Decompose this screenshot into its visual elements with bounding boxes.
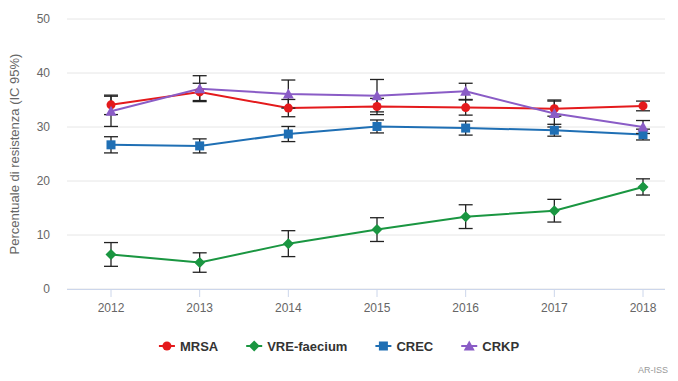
error-bar xyxy=(459,83,473,99)
x-tick xyxy=(288,289,289,297)
y-tick-label: 20 xyxy=(37,174,51,188)
error-bar xyxy=(547,100,561,127)
data-point[interactable] xyxy=(638,181,649,192)
legend-item[interactable]: CRKP xyxy=(461,339,519,354)
x-tick-label: 2014 xyxy=(275,301,302,315)
error-bar xyxy=(104,96,118,126)
error-bar xyxy=(636,101,650,111)
error-bar xyxy=(193,76,207,102)
data-point[interactable] xyxy=(638,122,649,132)
y-tick-label: 10 xyxy=(37,228,51,242)
legend-item[interactable]: VRE-faecium xyxy=(246,339,347,354)
legend-symbol xyxy=(464,341,475,351)
legend-symbol xyxy=(249,341,260,352)
data-point[interactable] xyxy=(460,86,471,96)
chart: 0 10 20 30 40 50 2012 2013 2014 2015 2016 2017 2018 P… xyxy=(0,0,678,381)
data-point[interactable] xyxy=(106,106,117,116)
data-point[interactable] xyxy=(372,90,383,100)
error-bar xyxy=(459,205,473,229)
x-tick-label: 2012 xyxy=(98,301,125,315)
data-point[interactable] xyxy=(373,122,382,131)
legend-label: MRSA xyxy=(180,339,219,354)
data-point[interactable] xyxy=(107,140,116,149)
data-point[interactable] xyxy=(373,102,382,111)
grid-line xyxy=(67,289,665,290)
error-bar xyxy=(547,124,561,136)
data-point[interactable] xyxy=(194,257,205,268)
error-bar xyxy=(459,100,473,115)
y-axis-label: Percentuale di resistenza (IC 95%) xyxy=(7,54,22,255)
data-point[interactable] xyxy=(460,211,471,222)
data-point[interactable] xyxy=(194,83,205,93)
data-point[interactable] xyxy=(284,104,293,113)
grid-line xyxy=(67,73,665,74)
error-bar xyxy=(370,218,384,242)
legend-label: CRKP xyxy=(482,339,519,354)
error-bar xyxy=(370,120,384,133)
grid-line xyxy=(67,181,665,182)
x-tick xyxy=(643,289,644,297)
data-point[interactable] xyxy=(461,103,470,112)
error-bar xyxy=(636,179,650,195)
data-point[interactable] xyxy=(283,89,294,99)
x-tick-label: 2013 xyxy=(186,301,213,315)
data-point[interactable] xyxy=(284,130,293,139)
data-point[interactable] xyxy=(549,108,560,118)
x-tick-label: 2016 xyxy=(452,301,479,315)
data-point[interactable] xyxy=(372,224,383,235)
data-point[interactable] xyxy=(283,238,294,249)
series-line xyxy=(111,187,643,263)
x-tick xyxy=(465,289,466,297)
x-tick xyxy=(377,289,378,297)
x-tick-label: 2017 xyxy=(541,301,568,315)
data-point[interactable] xyxy=(550,126,559,135)
error-bar xyxy=(459,121,473,135)
x-tick-label: 2015 xyxy=(364,301,391,315)
y-tick-label: 40 xyxy=(37,66,51,80)
data-point[interactable] xyxy=(461,124,470,133)
error-bar xyxy=(370,79,384,111)
legend-label: CREC xyxy=(396,339,433,354)
error-bar xyxy=(193,139,207,153)
data-point[interactable] xyxy=(639,101,648,110)
error-bar xyxy=(547,199,561,222)
x-tick-label: 2018 xyxy=(630,301,657,315)
data-point[interactable] xyxy=(195,141,204,150)
error-bar xyxy=(281,231,295,257)
plot-area xyxy=(104,76,650,273)
legend-item[interactable]: CREC xyxy=(375,339,433,354)
x-axis-line xyxy=(67,289,665,290)
y-tick-label: 30 xyxy=(37,120,51,134)
legend-label: VRE-faecium xyxy=(267,339,347,354)
x-tick xyxy=(554,289,555,297)
data-point[interactable] xyxy=(106,249,117,260)
x-tick xyxy=(111,289,112,297)
legend-symbol xyxy=(379,342,388,351)
grid-line xyxy=(67,19,665,20)
legend-symbol xyxy=(162,342,171,351)
credit: AR-ISS xyxy=(638,365,668,375)
error-bar xyxy=(193,253,207,272)
error-bar xyxy=(281,126,295,141)
error-bar xyxy=(104,243,118,267)
error-bar xyxy=(104,137,118,153)
y-tick-label: 50 xyxy=(37,12,51,26)
y-tick-label: 0 xyxy=(43,282,50,296)
grid-line xyxy=(67,235,665,236)
legend: MRSA VRE-faecium CREC CRKP xyxy=(159,339,519,354)
legend-item[interactable]: MRSA xyxy=(159,339,219,354)
x-tick xyxy=(199,289,200,297)
data-point[interactable] xyxy=(549,205,560,216)
